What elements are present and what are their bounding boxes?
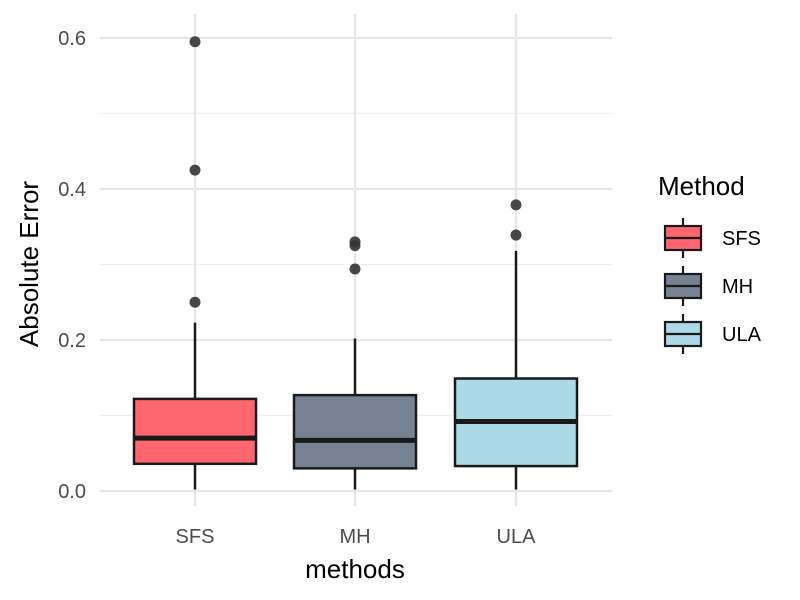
x-axis-title: methods [305, 554, 405, 584]
legend-key-sfs: SFS [663, 218, 761, 258]
y-tick-label: 0.4 [58, 179, 86, 201]
y-tick-label: 0.6 [58, 28, 86, 50]
legend-label: SFS [722, 228, 761, 250]
box-ula [453, 199, 579, 490]
box-iqr [132, 397, 258, 466]
box-iqr [292, 393, 418, 470]
legend-key-ula: ULA [663, 314, 762, 354]
outlier-point [349, 263, 361, 275]
y-axis-title: Absolute Error [14, 181, 44, 348]
legend-label: ULA [722, 324, 762, 346]
outlier-point [189, 296, 201, 308]
x-axis: SFS MH ULA [176, 526, 537, 548]
legend: Method SFS MH ULA [658, 171, 762, 354]
y-axis: 0.0 0.2 0.4 0.6 [58, 28, 86, 503]
outlier-point [349, 236, 361, 248]
legend-title: Method [658, 171, 745, 201]
outlier-point [189, 164, 201, 176]
y-tick-label: 0.2 [58, 330, 86, 352]
box-sfs [132, 36, 258, 490]
x-tick-label: MH [339, 526, 370, 548]
outlier-point [510, 229, 522, 241]
box-mh [292, 236, 418, 490]
y-tick-label: 0.0 [58, 481, 86, 503]
outlier-point [510, 199, 522, 211]
legend-key-mh: MH [663, 266, 753, 306]
legend-label: MH [722, 276, 753, 298]
outlier-point [189, 36, 201, 48]
x-tick-label: SFS [176, 526, 215, 548]
x-tick-label: ULA [497, 526, 537, 548]
box-series [132, 36, 579, 490]
